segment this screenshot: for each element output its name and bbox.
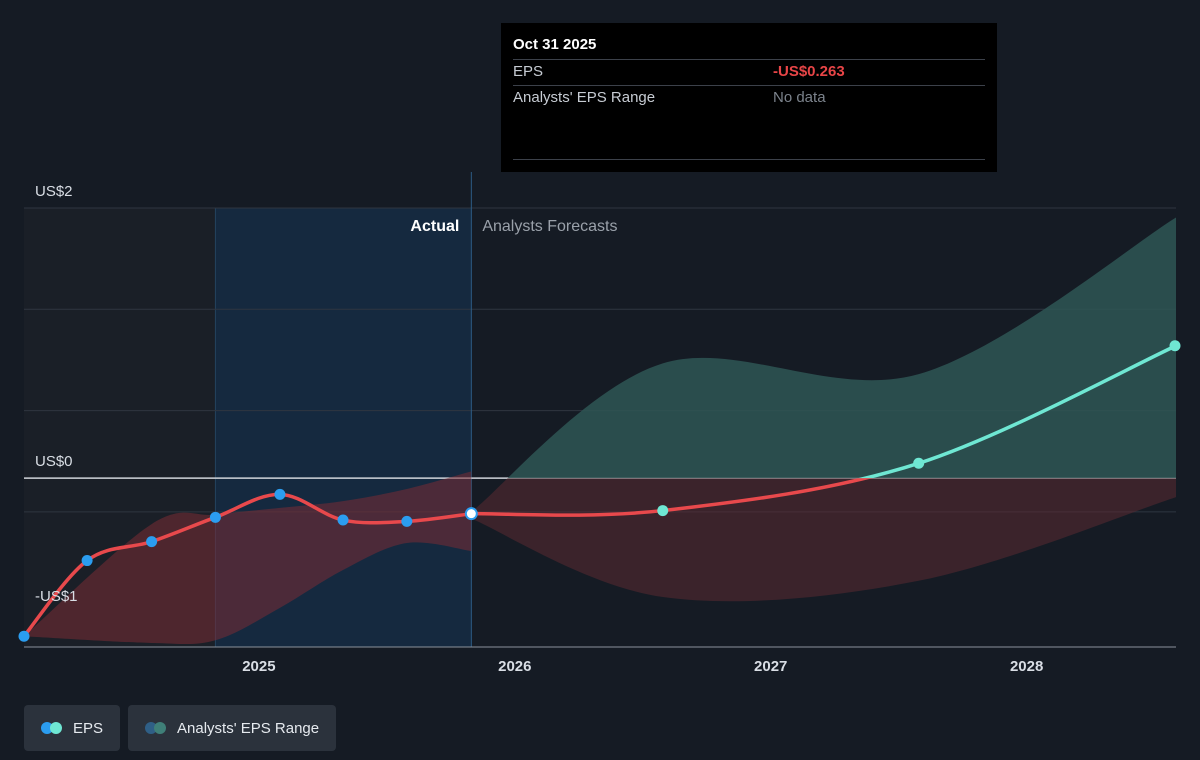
legend-item-eps[interactable]: EPS: [24, 705, 121, 751]
tooltip-divider: [513, 159, 985, 160]
eps-point-current: [464, 507, 478, 521]
eps-forecast-point-2: [1169, 340, 1181, 352]
eps-forecast-line-negative: [471, 478, 873, 517]
eps-actual-point-6: [401, 515, 413, 527]
forecast-range-band-positive: [507, 217, 1176, 479]
eps-actual-point-5: [337, 514, 349, 526]
tooltip-range-value: No data: [773, 89, 826, 106]
legend-item-range[interactable]: Analysts' EPS Range: [128, 705, 337, 751]
eps-actual-point-1: [81, 555, 93, 567]
y-tick-label-0: US$2: [35, 183, 73, 200]
y-tick-label-2: -US$1: [35, 588, 78, 605]
eps-actual-point-4: [274, 488, 286, 500]
eps-actual-point-0: [18, 630, 30, 642]
forecast-range-band-negative: [471, 478, 1176, 602]
eps-forecast-point-0: [657, 505, 669, 517]
eps-forecast-point-1: [913, 457, 925, 469]
tooltip-range-row: Analysts' EPS Range No data: [513, 85, 985, 111]
x-tick-label-0: 2025: [242, 658, 275, 675]
eps-chart: US$2 US$0 -US$1 2025 2026 2027 2028 Actual Analy…: [18, 172, 1181, 675]
x-tick-label-3: 2028: [1010, 658, 1043, 675]
eps-actual-point-2: [146, 536, 158, 548]
eps-forecast-line-positive: [857, 344, 1176, 479]
x-tick-label-1: 2026: [498, 658, 531, 675]
y-tick-label-1: US$0: [35, 453, 73, 470]
tooltip-eps-row: EPS -US$0.263: [513, 59, 985, 85]
eps-legend-icon: [41, 722, 63, 734]
tooltip-eps-label: EPS: [513, 63, 544, 80]
x-tick-label-2: 2027: [754, 658, 787, 675]
forecast-label: Analysts Forecasts: [482, 218, 617, 235]
tooltip-date: Oct 31 2025: [513, 36, 597, 53]
tooltip-range-label: Analysts' EPS Range: [513, 89, 656, 106]
tooltip-eps-value: -US$0.263: [773, 63, 845, 80]
eps-actual-point-3: [209, 511, 221, 523]
tooltip: Oct 31 2025 EPS -US$0.263 Analysts' EPS …: [501, 23, 997, 172]
legend-range-label: Analysts' EPS Range: [177, 719, 320, 737]
legend: EPS Analysts' EPS Range: [24, 705, 337, 751]
legend-eps-label: EPS: [73, 719, 104, 737]
actual-label: Actual: [410, 218, 459, 235]
actual-range-band: [24, 471, 472, 645]
range-legend-icon: [145, 722, 167, 734]
